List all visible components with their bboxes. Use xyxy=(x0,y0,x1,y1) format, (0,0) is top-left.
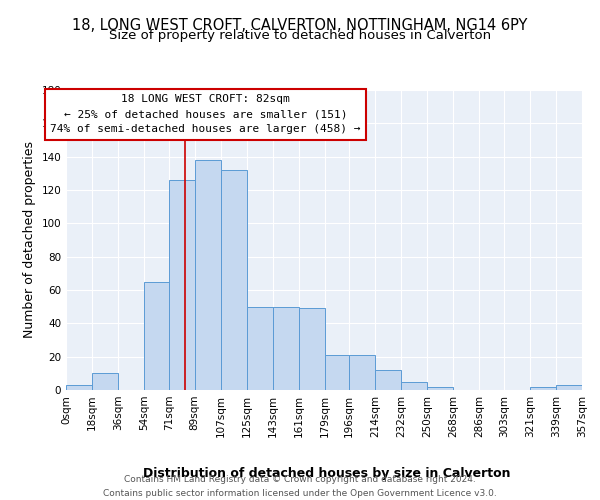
Text: Distribution of detached houses by size in Calverton: Distribution of detached houses by size … xyxy=(143,467,511,480)
Bar xyxy=(530,386,556,390)
Bar xyxy=(299,308,325,390)
Text: 18, LONG WEST CROFT, CALVERTON, NOTTINGHAM, NG14 6PY: 18, LONG WEST CROFT, CALVERTON, NOTTINGH… xyxy=(73,18,527,32)
Bar xyxy=(376,370,401,390)
Bar xyxy=(144,282,169,390)
Bar xyxy=(325,355,349,390)
Y-axis label: Number of detached properties: Number of detached properties xyxy=(23,142,36,338)
Text: 18 LONG WEST CROFT: 82sqm
← 25% of detached houses are smaller (151)
74% of semi: 18 LONG WEST CROFT: 82sqm ← 25% of detac… xyxy=(50,94,361,134)
Bar xyxy=(66,385,92,390)
Bar xyxy=(247,306,272,390)
Bar xyxy=(401,382,427,390)
Bar xyxy=(92,374,118,390)
Bar xyxy=(349,355,376,390)
Text: Size of property relative to detached houses in Calverton: Size of property relative to detached ho… xyxy=(109,29,491,42)
Bar xyxy=(427,386,454,390)
Bar xyxy=(169,180,194,390)
Bar xyxy=(194,160,221,390)
Bar xyxy=(272,306,299,390)
Bar xyxy=(221,170,247,390)
Bar xyxy=(556,385,582,390)
Text: Contains HM Land Registry data © Crown copyright and database right 2024.
Contai: Contains HM Land Registry data © Crown c… xyxy=(103,476,497,498)
